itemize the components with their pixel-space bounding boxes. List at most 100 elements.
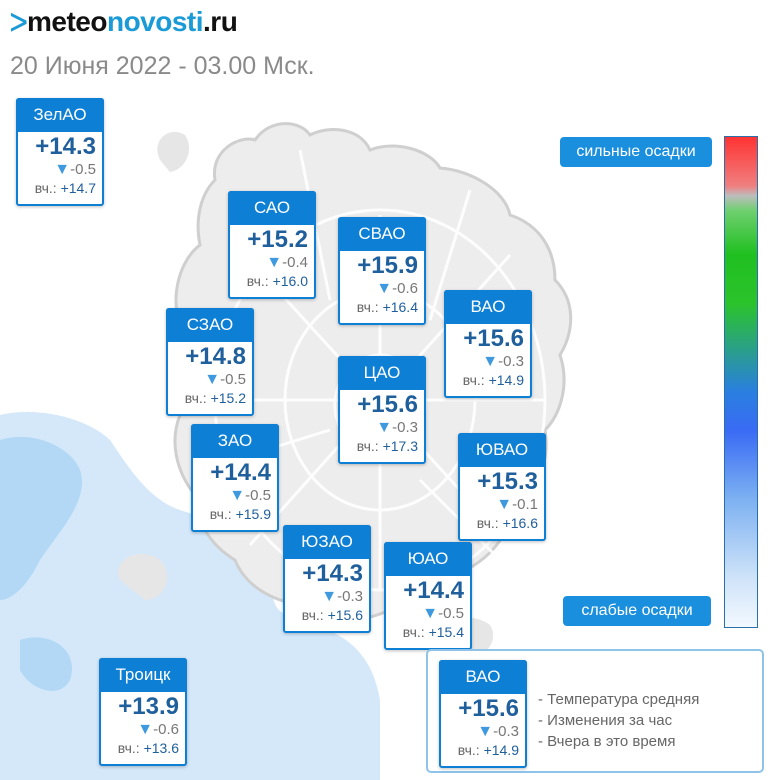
hourly-change: ▼-0.1	[496, 496, 538, 514]
district-card-vao[interactable]: ВАО +15.6 ▼-0.3 вч.: +14.9	[444, 290, 532, 398]
average-temperature: +15.2	[247, 226, 308, 253]
yesterday-temperature: вч.: +16.4	[357, 299, 418, 315]
down-triangle-icon: ▼	[376, 419, 393, 436]
hourly-change-value: -0.3	[337, 588, 363, 605]
yesterday-temperature: вч.: +15.2	[185, 390, 246, 406]
district-name: ЮВАО	[458, 433, 546, 467]
hourly-change: ▼-0.5	[422, 605, 464, 623]
forecast-datetime: 20 Июня 2022 - 03.00 Мск.	[10, 52, 315, 80]
district-card-yuzao[interactable]: ЮЗАО +14.3 ▼-0.3 вч.: +15.6	[283, 525, 371, 633]
yesterday-label: вч.:	[402, 624, 425, 640]
yesterday-label: вч.:	[457, 742, 480, 758]
precipitation-scale-bar	[724, 136, 758, 628]
district-name: ЮАО	[384, 542, 472, 576]
district-card-zelao[interactable]: ЗелАО +14.3 ▼-0.5 вч.: +14.7	[16, 98, 104, 206]
district-card-zao[interactable]: ЗАО +14.4 ▼-0.5 вч.: +15.9	[191, 424, 279, 532]
hourly-change-value: -0.3	[392, 419, 418, 436]
legend-line-change: - Изменения за час	[538, 712, 673, 729]
hourly-change: ▼-0.4	[266, 254, 308, 272]
yesterday-temperature: вч.: +13.6	[118, 740, 179, 756]
yesterday-label: вч.:	[184, 390, 207, 406]
yesterday-value: +15.4	[428, 624, 464, 640]
district-card-yuvao[interactable]: ЮВАО +15.3 ▼-0.1 вч.: +16.6	[458, 433, 546, 541]
down-triangle-icon: ▼	[137, 721, 154, 738]
average-temperature: +15.6	[458, 695, 519, 722]
hourly-change: ▼-0.6	[137, 721, 179, 739]
district-name: Троицк	[99, 658, 187, 692]
district-name: ЦАО	[338, 356, 426, 390]
hourly-change-value: -0.6	[153, 721, 179, 738]
yesterday-temperature: вч.: +17.3	[357, 438, 418, 454]
down-triangle-icon: ▼	[422, 605, 439, 622]
yesterday-value: +14.7	[60, 180, 96, 196]
legend-descriptions: - Температура средняя - Изменения за час…	[538, 689, 699, 752]
yesterday-label: вч.:	[209, 506, 232, 522]
hourly-change-value: -0.5	[70, 161, 96, 178]
yesterday-temperature: вч.: +15.9	[210, 506, 271, 522]
district-card-sao[interactable]: САО +15.2 ▼-0.4 вч.: +16.0	[228, 191, 316, 299]
hourly-change-value: -0.1	[512, 496, 538, 513]
legend-sample-card: ВАО +15.6 ▼-0.3 вч.: +14.9	[439, 660, 527, 768]
logo-text-part3: .ru	[203, 6, 238, 37]
average-temperature: +15.3	[477, 468, 538, 495]
down-triangle-icon: ▼	[376, 280, 393, 297]
average-temperature: +14.4	[210, 459, 271, 486]
yesterday-label: вч.:	[246, 273, 269, 289]
precipitation-area	[0, 411, 380, 780]
district-name: ЮЗАО	[283, 525, 371, 559]
hourly-change: ▼-0.3	[482, 353, 524, 371]
yesterday-label: вч.:	[476, 515, 499, 531]
hourly-change: ▼-0.6	[376, 280, 418, 298]
logo-text-part2: novosti	[106, 6, 204, 37]
district-name: СЗАО	[166, 308, 254, 342]
logo-mark: ᐳ	[10, 10, 28, 37]
logo-text-part1: meteo	[27, 6, 107, 37]
hourly-change: ▼-0.3	[321, 588, 363, 606]
hourly-change: ▼-0.3	[376, 419, 418, 437]
yesterday-value: +16.0	[272, 273, 308, 289]
average-temperature: +15.6	[463, 325, 524, 352]
heavy-precipitation-label: сильные осадки	[560, 137, 712, 167]
yesterday-value: +14.9	[488, 372, 524, 388]
yesterday-label: вч.:	[34, 180, 57, 196]
down-triangle-icon: ▼	[54, 161, 71, 178]
district-card-svao[interactable]: СВАО +15.9 ▼-0.6 вч.: +16.4	[338, 217, 426, 325]
yesterday-value: +15.2	[210, 390, 246, 406]
district-card-yuao[interactable]: ЮАО +14.4 ▼-0.5 вч.: +15.4	[384, 542, 472, 650]
average-temperature: +14.3	[35, 133, 96, 160]
down-triangle-icon: ▼	[229, 487, 246, 504]
site-logo[interactable]: ᐳmeteonovosti.ru	[10, 6, 238, 38]
yesterday-temperature: вч.: +14.7	[35, 180, 96, 196]
legend-line-yesterday: - Вчера в это время	[538, 733, 676, 750]
district-card-szao[interactable]: СЗАО +14.8 ▼-0.5 вч.: +15.2	[166, 308, 254, 416]
yesterday-temperature: вч.: +16.6	[477, 515, 538, 531]
average-temperature: +14.4	[403, 577, 464, 604]
yesterday-temperature: вч.: +14.9	[463, 372, 524, 388]
down-triangle-icon: ▼	[204, 371, 221, 388]
hourly-change-value: -0.3	[498, 353, 524, 370]
hourly-change-value: -0.5	[245, 487, 271, 504]
legend-line-temperature: - Температура средняя	[538, 691, 700, 708]
yesterday-label: вч.:	[117, 740, 140, 756]
district-name: ВАО	[444, 290, 532, 324]
district-card-troitsk[interactable]: Троицк +13.9 ▼-0.6 вч.: +13.6	[99, 658, 187, 766]
legend-box: ВАО +15.6 ▼-0.3 вч.: +14.9 - Температура…	[426, 649, 764, 773]
yesterday-value: +13.6	[143, 740, 179, 756]
down-triangle-icon: ▼	[266, 254, 283, 271]
yesterday-value: +17.3	[382, 438, 418, 454]
average-temperature: +14.8	[185, 343, 246, 370]
down-triangle-icon: ▼	[477, 723, 494, 740]
hourly-change: ▼-0.3	[477, 723, 519, 741]
yesterday-label: вч.:	[301, 607, 324, 623]
district-name: ЗелАО	[16, 98, 104, 132]
hourly-change: ▼-0.5	[204, 371, 246, 389]
average-temperature: +15.6	[357, 391, 418, 418]
district-card-tsao[interactable]: ЦАО +15.6 ▼-0.3 вч.: +17.3	[338, 356, 426, 464]
average-temperature: +13.9	[118, 693, 179, 720]
hourly-change-value: -0.5	[438, 605, 464, 622]
yesterday-label: вч.:	[462, 372, 485, 388]
down-triangle-icon: ▼	[321, 588, 338, 605]
hourly-change-value: -0.6	[392, 280, 418, 297]
hourly-change: ▼-0.5	[229, 487, 271, 505]
